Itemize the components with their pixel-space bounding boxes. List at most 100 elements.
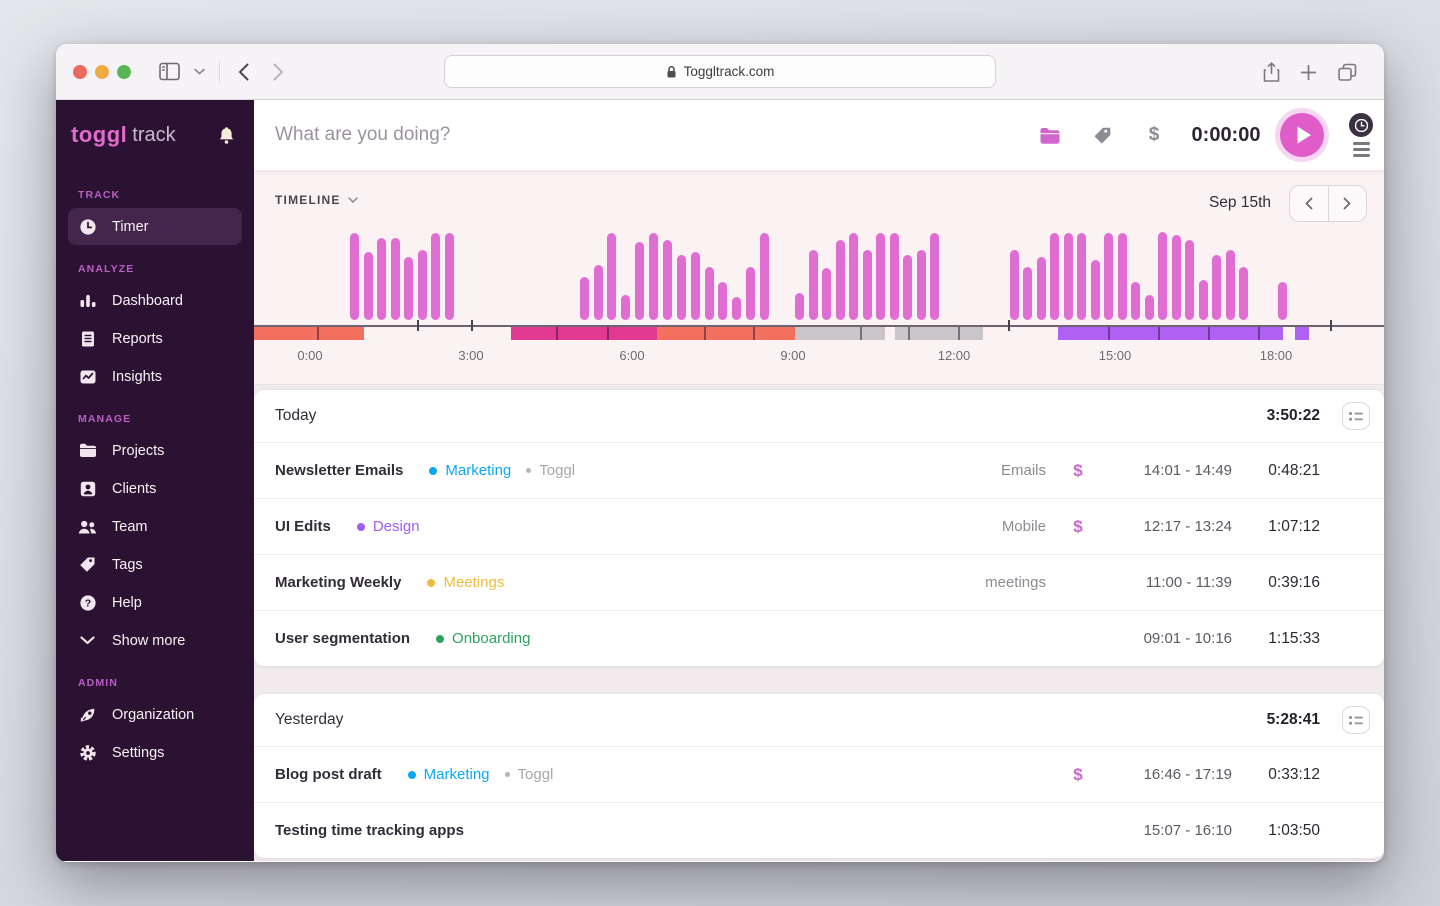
section-total-duration: 3:50:22 xyxy=(1266,407,1320,424)
entry-segment[interactable] xyxy=(254,327,364,340)
client-chip[interactable]: Toggl xyxy=(504,766,553,783)
zoom-window-button[interactable] xyxy=(117,64,131,79)
entry-segment[interactable] xyxy=(895,327,983,340)
segment-divider xyxy=(317,327,319,340)
entry-description[interactable]: User segmentation xyxy=(275,630,411,647)
entry-description[interactable]: Testing time tracking apps xyxy=(275,822,464,839)
hour-tick xyxy=(1330,320,1332,331)
timeline-dropdown[interactable]: TIMELINE xyxy=(275,193,358,207)
forward-button[interactable] xyxy=(273,63,284,81)
activity-bar xyxy=(809,250,818,320)
entry-duration: 0:33:12 xyxy=(1268,765,1320,783)
project-chip[interactable]: Meetings xyxy=(427,574,504,591)
client-chip[interactable]: Toggl xyxy=(526,462,575,479)
manual-mode-icon[interactable] xyxy=(1352,142,1370,157)
project-chip[interactable]: Onboarding xyxy=(436,630,530,647)
nav-section-label: MANAGE xyxy=(78,413,132,425)
timeline-activity-bars xyxy=(254,225,1384,320)
project-chip[interactable]: Marketing xyxy=(429,462,511,479)
project-dot-icon xyxy=(356,522,365,531)
activity-bar xyxy=(1091,260,1100,320)
sidebar-item-timer[interactable]: Timer xyxy=(68,208,242,245)
entry-description[interactable]: Blog post draft xyxy=(275,766,382,783)
billable-dollar-icon[interactable]: $ xyxy=(1148,124,1160,145)
sidebar-item-projects[interactable]: Projects xyxy=(68,432,242,469)
time-entry-row[interactable]: Testing time tracking apps 15:07 - 16:10… xyxy=(254,802,1384,858)
svg-text:?: ? xyxy=(84,597,90,609)
sidebar-item-insights[interactable]: Insights xyxy=(68,358,242,395)
sidebar-item-settings[interactable]: Settings xyxy=(68,734,242,771)
sidebar-item-organization[interactable]: Organization xyxy=(68,696,242,733)
entry-tag[interactable]: meetings xyxy=(985,574,1046,591)
sidebar-item-clients[interactable]: Clients xyxy=(68,470,242,507)
segment-divider xyxy=(556,327,558,340)
entry-tag[interactable]: Mobile xyxy=(1001,518,1046,535)
task-description-input[interactable] xyxy=(275,124,1024,146)
sidebar-item-label: Show more xyxy=(112,632,186,649)
timer-mode-icon[interactable] xyxy=(1349,113,1373,138)
billable-indicator: $ xyxy=(1073,460,1083,480)
start-timer-button[interactable] xyxy=(1280,113,1324,157)
entry-description[interactable]: Marketing Weekly xyxy=(275,574,402,591)
entry-description[interactable]: UI Edits xyxy=(275,518,331,535)
list-view-button[interactable] xyxy=(1342,706,1370,734)
entry-segment[interactable] xyxy=(1295,327,1309,340)
list-view-button[interactable] xyxy=(1342,402,1370,430)
share-icon[interactable] xyxy=(1263,61,1280,83)
segment-divider xyxy=(1108,327,1110,340)
previous-day-button[interactable] xyxy=(1290,186,1329,221)
new-tab-icon[interactable] xyxy=(1300,64,1317,81)
project-chip[interactable]: Marketing xyxy=(407,766,490,783)
entry-segment[interactable] xyxy=(511,327,657,340)
tag-icon[interactable] xyxy=(1076,126,1128,145)
activity-bar xyxy=(822,268,831,320)
logo-track: track xyxy=(132,123,176,146)
time-entry-row[interactable]: User segmentation Onboarding 09:01 - 10:… xyxy=(254,610,1384,666)
logo-toggl: toggl xyxy=(71,122,128,147)
sidebar-item-team[interactable]: Team xyxy=(68,508,242,545)
sidebar-item-dashboard[interactable]: Dashboard xyxy=(68,282,242,319)
entry-segment[interactable] xyxy=(1058,327,1283,340)
sidebar-item-show-more[interactable]: Show more xyxy=(68,622,242,659)
activity-bar xyxy=(445,233,454,320)
entry-duration: 1:15:33 xyxy=(1268,629,1320,647)
project-folder-icon[interactable] xyxy=(1024,127,1076,144)
segment-divider xyxy=(704,327,706,340)
tab-overview-icon[interactable] xyxy=(1337,63,1358,82)
entry-time-range: 12:17 - 13:24 xyxy=(1143,518,1232,535)
sidebar-item-label: Team xyxy=(112,518,148,535)
timeline-title: TIMELINE xyxy=(275,193,341,207)
activity-bar xyxy=(1199,280,1208,320)
timeline-entry-strip[interactable] xyxy=(254,327,1384,340)
minimize-window-button[interactable] xyxy=(95,64,109,79)
activity-bar xyxy=(677,255,686,320)
sidebar-item-reports[interactable]: Reports xyxy=(68,320,242,357)
entry-description[interactable]: Newsletter Emails xyxy=(275,462,404,479)
project-dot-icon xyxy=(429,466,438,475)
time-entry-row[interactable]: Blog post draft Marketing Toggl $ 16:46 … xyxy=(254,746,1384,802)
project-chip[interactable]: Design xyxy=(356,518,420,535)
sidebar-toggle-icon[interactable] xyxy=(159,62,180,81)
entry-segment[interactable] xyxy=(657,327,795,340)
billable-indicator: $ xyxy=(1073,516,1083,536)
activity-bar xyxy=(836,240,845,320)
back-button[interactable] xyxy=(238,63,249,81)
address-bar[interactable]: Toggltrack.com xyxy=(444,55,996,88)
activity-bar xyxy=(1037,257,1046,320)
time-entry-row[interactable]: Newsletter Emails Marketing Toggl Emails… xyxy=(254,442,1384,498)
time-entry-row[interactable]: Marketing Weekly Meetings meetings 11:00… xyxy=(254,554,1384,610)
entry-tag[interactable]: Emails xyxy=(1000,462,1046,479)
sidebar-item-help[interactable]: ? Help xyxy=(68,584,242,621)
activity-bar xyxy=(1104,233,1113,320)
entry-duration: 0:39:16 xyxy=(1268,573,1320,591)
entry-segment[interactable] xyxy=(795,327,885,340)
sidebar-item-label: Reports xyxy=(112,330,163,347)
entry-time-range: 15:07 - 16:10 xyxy=(1143,822,1232,839)
sidebar-item-tags[interactable]: Tags xyxy=(68,546,242,583)
time-entry-row[interactable]: UI Edits Design Mobile $ 12:17 - 13:24 1… xyxy=(254,498,1384,554)
next-day-button[interactable] xyxy=(1329,186,1367,221)
section-total-duration: 5:28:41 xyxy=(1266,711,1320,728)
close-window-button[interactable] xyxy=(73,64,87,79)
notifications-bell-icon[interactable] xyxy=(218,126,235,145)
chevron-down-icon[interactable] xyxy=(194,68,205,75)
